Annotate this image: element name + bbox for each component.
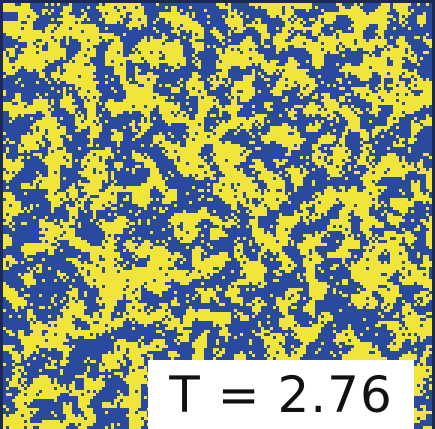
temperature-label: T = 2.76	[169, 366, 393, 424]
page: T = 2.76 (() => { const data = JSON.pars…	[0, 0, 435, 429]
label-box: T = 2.76	[148, 360, 414, 429]
